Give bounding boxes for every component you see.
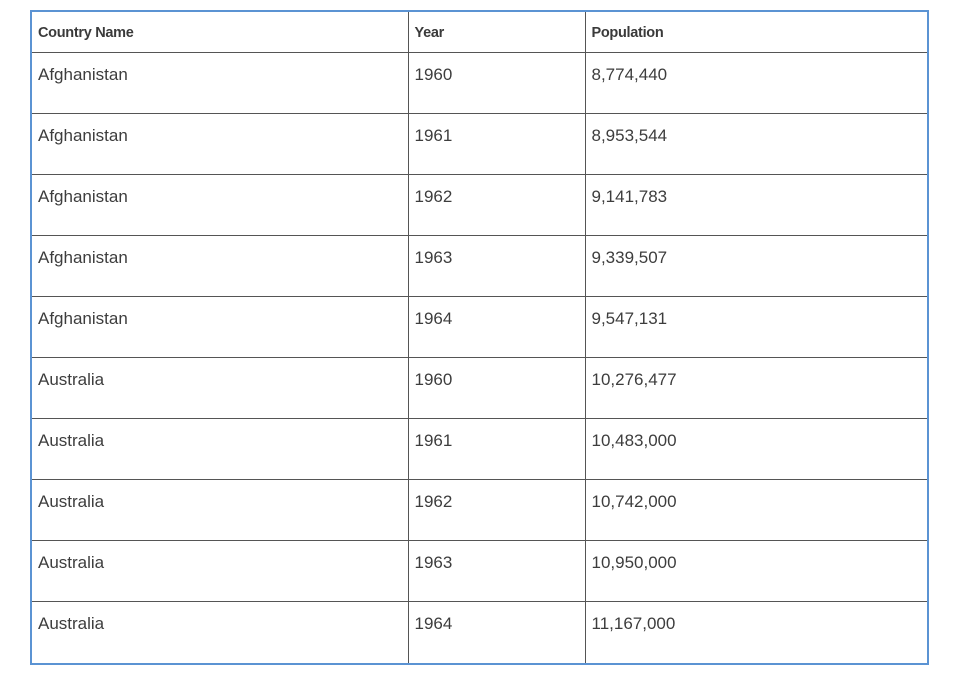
table-row: Australia 1961 10,483,000: [32, 418, 927, 481]
cell-year: 1962: [407, 479, 586, 542]
cell-population: 10,483,000: [584, 418, 927, 481]
cell-year: 1961: [407, 418, 586, 481]
cell-year: 1963: [407, 540, 586, 603]
cell-population: 8,953,544: [584, 112, 927, 175]
table-row: Afghanistan 1963 9,339,507: [32, 234, 927, 297]
table-row: Afghanistan 1960 8,774,440: [32, 51, 927, 114]
cell-population: 10,742,000: [584, 479, 927, 542]
table-row: Australia 1960 10,276,477: [32, 356, 927, 420]
table-row: Australia 1963 10,950,000: [32, 540, 927, 603]
header-row: Country Name Year Population: [32, 12, 927, 53]
cell-year: 1960: [407, 51, 586, 114]
table-row: Australia 1964 11,167,000: [32, 601, 927, 663]
cell-year: 1962: [407, 173, 586, 236]
cell-year: 1961: [407, 112, 586, 175]
cell-country-name: Afghanistan: [32, 173, 409, 236]
population-table: Country Name Year Population Afghanistan…: [32, 12, 927, 663]
column-header-year: Year: [407, 12, 586, 53]
cell-country-name: Australia: [32, 540, 409, 603]
table-header: Country Name Year Population: [32, 12, 927, 53]
table-body: Afghanistan 1960 8,774,440 Afghanistan 1…: [32, 51, 927, 663]
cell-population: 9,339,507: [584, 234, 927, 297]
cell-population: 8,774,440: [584, 51, 927, 114]
population-table-container: Country Name Year Population Afghanistan…: [30, 10, 929, 665]
cell-country-name: Australia: [32, 356, 409, 420]
cell-country-name: Afghanistan: [32, 295, 409, 358]
column-header-population: Population: [584, 12, 927, 53]
cell-country-name: Australia: [32, 418, 409, 481]
cell-year: 1964: [407, 601, 586, 663]
cell-population: 10,950,000: [584, 540, 927, 603]
cell-country-name: Australia: [32, 479, 409, 542]
cell-population: 9,547,131: [584, 295, 927, 358]
cell-population: 10,276,477: [584, 356, 927, 420]
column-header-country-name: Country Name: [32, 12, 409, 53]
cell-country-name: Afghanistan: [32, 234, 409, 297]
cell-population: 9,141,783: [584, 173, 927, 236]
cell-year: 1963: [407, 234, 586, 297]
cell-population: 11,167,000: [584, 601, 927, 663]
table-row: Afghanistan 1964 9,547,131: [32, 295, 927, 358]
cell-country-name: Afghanistan: [32, 51, 409, 114]
cell-country-name: Afghanistan: [32, 112, 409, 175]
cell-country-name: Australia: [32, 601, 409, 663]
table-row: Afghanistan 1961 8,953,544: [32, 112, 927, 175]
table-row: Afghanistan 1962 9,141,783: [32, 173, 927, 236]
cell-year: 1964: [407, 295, 586, 358]
cell-year: 1960: [407, 356, 586, 420]
table-row: Australia 1962 10,742,000: [32, 479, 927, 542]
